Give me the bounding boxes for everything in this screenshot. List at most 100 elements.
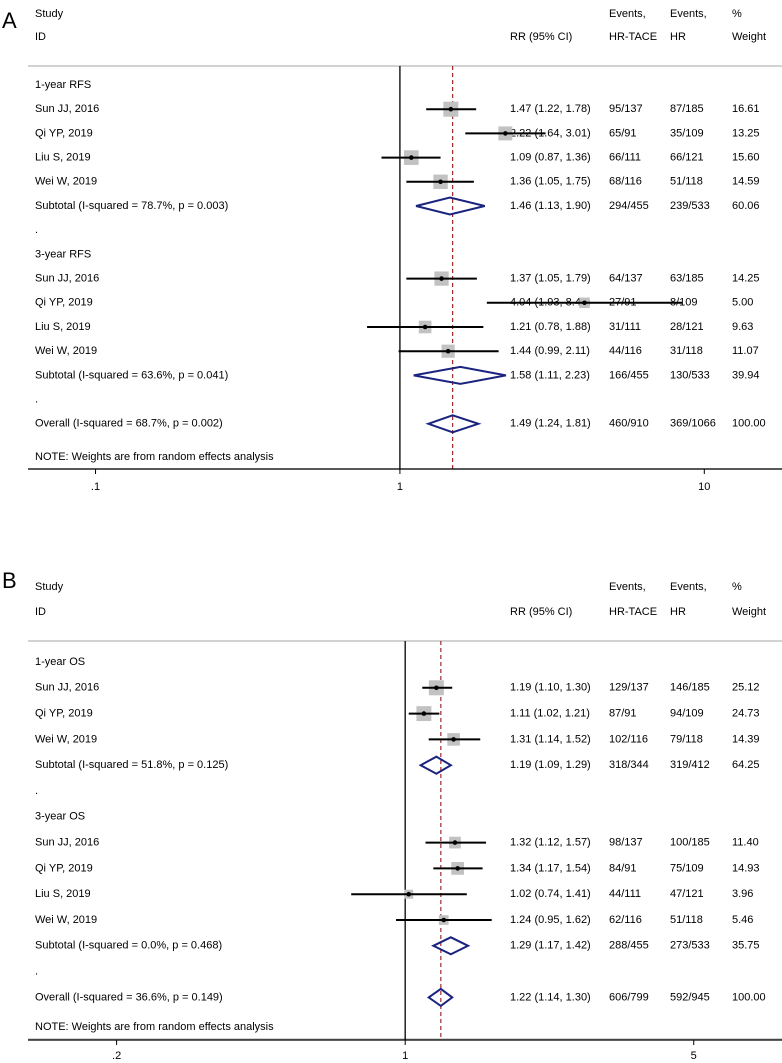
- point-estimate: [448, 106, 454, 112]
- header-events-1-bottom: HR-TACE: [609, 606, 657, 618]
- weight-value: 60.06: [732, 200, 760, 212]
- events-hr: 87/185: [670, 103, 704, 115]
- subtotal-label: Subtotal (I-squared = 51.8%, p = 0.125): [35, 759, 228, 771]
- point-estimate: [441, 917, 447, 923]
- rr-ci-value: 1.24 (0.95, 1.62): [510, 914, 591, 926]
- pooled-diamond: [431, 936, 471, 956]
- events-hr: 8/109: [670, 297, 698, 309]
- header-weight-bottom: Weight: [732, 606, 766, 618]
- header-study: Study: [35, 8, 64, 20]
- weight-value: 11.40: [732, 837, 759, 849]
- rr-ci-value: 1.37 (1.05, 1.79): [510, 273, 591, 285]
- events-hr-tace: 98/137: [609, 837, 643, 849]
- pooled-diamond: [425, 414, 482, 434]
- events-hr: 28/121: [670, 321, 704, 333]
- point-estimate: [421, 711, 427, 716]
- weight-value: 35.75: [732, 940, 760, 952]
- x-axis-tick-label: .2: [112, 1050, 121, 1062]
- pooled-diamond: [426, 987, 454, 1008]
- weight-value: 100.00: [732, 418, 766, 430]
- rr-ci-value: 1.49 (1.24, 1.81): [510, 418, 591, 430]
- events-hr-tace: 102/116: [609, 733, 648, 745]
- weight-value: 100.00: [732, 991, 766, 1003]
- events-hr: 130/533: [670, 369, 710, 381]
- rr-ci-value: 1.11 (1.02, 1.21): [510, 708, 590, 720]
- events-hr-tace: 64/137: [609, 273, 643, 285]
- events-hr-tace: 66/111: [609, 152, 641, 164]
- study-label: Sun JJ, 2016: [35, 273, 99, 285]
- group-label: 3-year OS: [35, 811, 85, 823]
- events-hr: 51/118: [670, 914, 703, 926]
- weight-value: 15.60: [732, 152, 760, 164]
- events-hr: 35/109: [670, 127, 704, 139]
- events-hr: 51/118: [670, 176, 703, 188]
- study-label: Qi YP, 2019: [35, 862, 93, 874]
- group-label: 1-year RFS: [35, 79, 91, 91]
- study-label: Qi YP, 2019: [35, 127, 93, 139]
- rr-ci-value: 1.32 (1.12, 1.57): [510, 837, 591, 849]
- rr-ci-value: 1.34 (1.17, 1.54): [510, 862, 591, 874]
- spacer-dot: .: [35, 224, 38, 236]
- rr-ci-value: 1.36 (1.05, 1.75): [510, 176, 591, 188]
- events-hr-tace: 166/455: [609, 369, 649, 381]
- point-estimate: [503, 131, 508, 136]
- weight-value: 14.39: [732, 733, 760, 745]
- header-events-1-top: Events,: [609, 8, 646, 20]
- header-rr: RR (95% CI): [510, 31, 572, 43]
- x-axis-tick-label: 1: [397, 481, 403, 493]
- point-estimate: [422, 324, 428, 330]
- events-hr: 239/533: [670, 200, 710, 212]
- events-hr: 273/533: [670, 940, 710, 952]
- group-label: 3-year RFS: [35, 248, 91, 260]
- note-text: NOTE: Weights are from random effects an…: [35, 451, 274, 463]
- events-hr-tace: 62/116: [609, 914, 642, 926]
- header-weight-top: %: [732, 581, 742, 593]
- header-weight-bottom: Weight: [732, 31, 766, 43]
- header-events-1-top: Events,: [609, 581, 646, 593]
- events-hr-tace: 318/344: [609, 759, 649, 771]
- header-id: ID: [35, 31, 46, 43]
- rr-ci-value: 1.31 (1.14, 1.52): [510, 733, 591, 745]
- weight-value: 25.12: [732, 682, 760, 694]
- events-hr-tace: 68/116: [609, 176, 642, 188]
- study-label: Qi YP, 2019: [35, 708, 93, 720]
- events-hr-tace: 288/455: [609, 940, 649, 952]
- group-label: 1-year OS: [35, 656, 85, 668]
- header-events-2-bottom: HR: [670, 606, 686, 618]
- x-axis-tick-label: 5: [691, 1050, 697, 1062]
- events-hr: 66/121: [670, 152, 704, 164]
- events-hr: 75/109: [670, 862, 704, 874]
- rr-ci-value: 1.09 (0.87, 1.36): [510, 152, 591, 164]
- header-id: ID: [35, 606, 46, 618]
- events-hr: 146/185: [670, 682, 710, 694]
- events-hr-tace: 44/111: [609, 888, 641, 900]
- events-hr-tace: 129/137: [609, 682, 649, 694]
- point-estimate: [455, 866, 460, 871]
- events-hr: 31/118: [670, 345, 703, 357]
- study-label: Liu S, 2019: [35, 152, 91, 164]
- study-label: Sun JJ, 2016: [35, 682, 99, 694]
- header-events-2-top: Events,: [670, 8, 707, 20]
- study-label: Sun JJ, 2016: [35, 103, 99, 115]
- study-label: Qi YP, 2019: [35, 297, 93, 309]
- panel-label: A: [2, 8, 17, 33]
- rr-ci-value: 1.22 (1.14, 1.30): [510, 991, 591, 1003]
- events-hr: 94/109: [670, 708, 704, 720]
- point-estimate: [438, 179, 443, 185]
- study-label: Wei W, 2019: [35, 733, 97, 745]
- rr-ci-value: 1.21 (0.78, 1.88): [510, 321, 591, 333]
- x-axis-tick-label: .1: [91, 481, 100, 493]
- spacer-dot: .: [35, 966, 38, 978]
- study-label: Wei W, 2019: [35, 176, 97, 188]
- weight-value: 11.07: [732, 345, 759, 357]
- rr-ci-value: 1.58 (1.11, 2.23): [510, 369, 590, 381]
- events-hr-tace: 95/137: [609, 103, 643, 115]
- study-label: Wei W, 2019: [35, 914, 97, 926]
- header-events-1-bottom: HR-TACE: [609, 31, 657, 43]
- weight-value: 24.73: [732, 708, 760, 720]
- study-label: Liu S, 2019: [35, 888, 91, 900]
- point-estimate: [451, 737, 456, 742]
- weight-value: 14.93: [732, 862, 760, 874]
- events-hr-tace: 460/910: [609, 418, 649, 430]
